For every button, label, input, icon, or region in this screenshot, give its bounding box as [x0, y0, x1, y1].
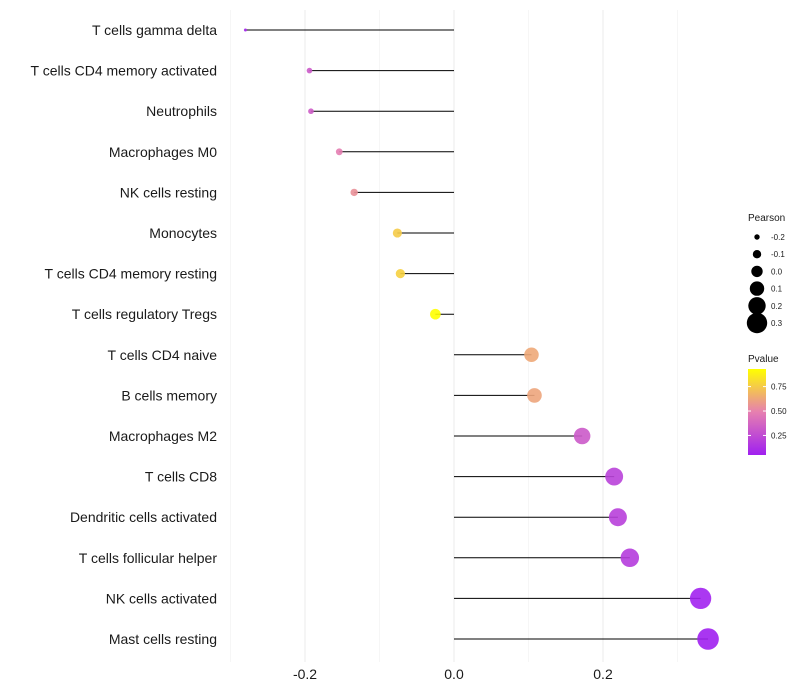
- category-label: NK cells activated: [106, 590, 217, 606]
- lollipop-point: [308, 108, 314, 115]
- legend-size-key: [752, 250, 762, 259]
- category-label: T cells gamma delta: [92, 22, 217, 38]
- lollipop-point: [335, 148, 343, 156]
- pvalue-colorbar: [748, 369, 766, 455]
- category-label: T cells CD8: [145, 469, 217, 485]
- legend-color-title: Pvalue: [748, 354, 779, 365]
- data-series: [243, 28, 719, 650]
- legend-size-key: [754, 234, 760, 240]
- category-label: Neutrophils: [146, 103, 217, 119]
- legend-size-label: -0.2: [771, 233, 785, 242]
- legend-color-label: 0.25: [771, 431, 787, 440]
- x-tick-label: 0.2: [593, 666, 613, 682]
- lollipop-point: [524, 347, 539, 363]
- legend-color-label: 0.75: [771, 383, 787, 392]
- category-label: Monocytes: [149, 225, 217, 241]
- lollipop-point: [573, 427, 591, 445]
- category-label: T cells regulatory Tregs: [72, 306, 217, 322]
- category-label: B cells memory: [121, 387, 217, 403]
- category-label: NK cells resting: [120, 184, 217, 200]
- lollipop-point: [430, 308, 441, 320]
- lollipop-point: [306, 67, 313, 74]
- lollipop-point: [527, 388, 542, 403]
- x-axis: -0.2 0.0 0.2: [293, 666, 613, 682]
- category-label: T cells CD4 naive: [108, 347, 218, 363]
- lollipop-point: [395, 268, 405, 279]
- legend-size-label: -0.1: [771, 250, 785, 259]
- lollipop-point: [243, 28, 247, 32]
- legend-size-label: 0.0: [771, 267, 783, 276]
- legend-size-key: [751, 265, 763, 278]
- legend-color-label: 0.50: [771, 407, 787, 416]
- pvalue-color-legend: Pvalue 0.75 0.50 0.25: [748, 354, 787, 455]
- lollipop-point: [608, 508, 627, 527]
- lollipop-point: [620, 548, 640, 568]
- lollipop-point: [605, 467, 624, 486]
- lollipop-point: [689, 587, 712, 610]
- category-label: T cells follicular helper: [79, 550, 218, 566]
- legend-size-key: [748, 297, 766, 315]
- category-label: Mast cells resting: [109, 631, 217, 647]
- legend-size-label: 0.3: [771, 319, 783, 328]
- legend-size-key: [749, 281, 765, 296]
- grid-lines: [230, 10, 678, 662]
- x-tick-label: 0.0: [444, 666, 464, 682]
- pearson-size-legend: Pearson -0.2 -0.1 0.0 0.1 0.2 0.3: [746, 213, 785, 334]
- category-label: Dendritic cells activated: [70, 509, 217, 525]
- category-label: Macrophages M2: [109, 428, 217, 444]
- legend-size-title: Pearson: [748, 213, 785, 224]
- category-label: T cells CD4 memory resting: [45, 266, 217, 282]
- lollipop-point: [392, 228, 402, 238]
- category-label: T cells CD4 memory activated: [31, 63, 217, 79]
- legend-size-label: 0.1: [771, 285, 783, 294]
- legend-size-label: 0.2: [771, 302, 783, 311]
- x-tick-label: -0.2: [293, 666, 317, 682]
- category-label: Macrophages M0: [109, 144, 217, 160]
- lollipop-point: [350, 188, 358, 197]
- category-axis: T cells gamma delta T cells CD4 memory ac…: [31, 22, 218, 647]
- legend-size-key: [746, 312, 768, 334]
- lollipop-point: [697, 628, 719, 650]
